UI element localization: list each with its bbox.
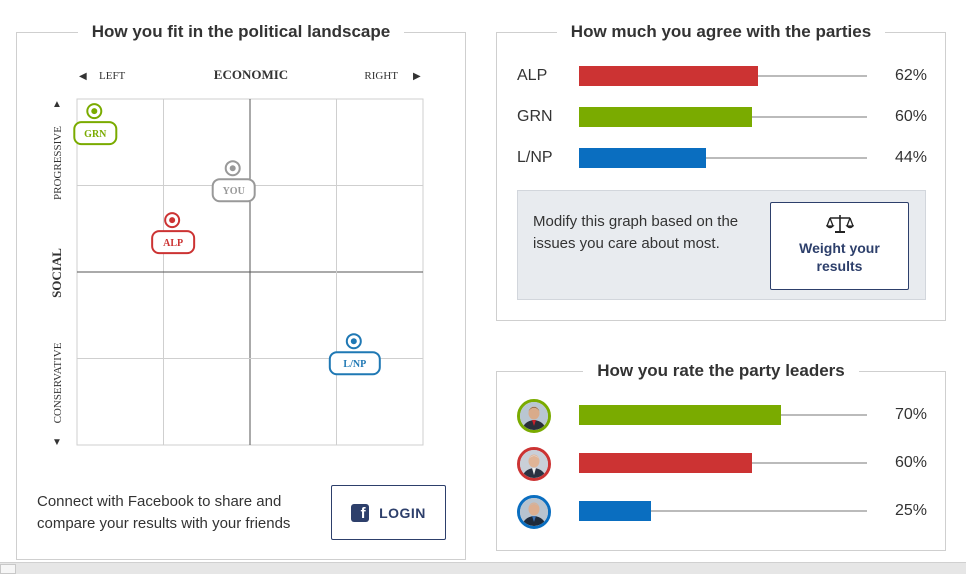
marker-label: L/NP xyxy=(343,359,366,370)
leader-row-1: 70% xyxy=(517,399,927,433)
marker-badge xyxy=(328,351,381,376)
agreement-bar xyxy=(579,107,752,127)
agreement-row-grn: GRN 60% xyxy=(517,107,927,127)
party-name: GRN xyxy=(517,108,553,125)
marker-dot-center xyxy=(91,108,98,115)
agreement-percent: 60% xyxy=(894,108,927,125)
leader-avatar xyxy=(517,495,551,529)
compass-marker-you: YOU xyxy=(211,160,256,203)
party-agreement-panel: How much you agree with the parties ALP … xyxy=(496,22,946,321)
axis-social-label: SOCIAL xyxy=(49,248,64,298)
facebook-connect-text: Connect with Facebook to share and compa… xyxy=(37,493,291,532)
leader-rating-bar xyxy=(579,453,752,473)
weight-button-line1: Weight your xyxy=(799,240,880,256)
weight-results-button[interactable]: Weight your results xyxy=(770,202,909,290)
leader-avatar xyxy=(517,447,551,481)
agreement-percent: 44% xyxy=(894,149,927,166)
compass-marker-alp: ALP xyxy=(151,212,196,255)
leader-rating-percent: 25% xyxy=(894,502,927,519)
political-landscape-panel: How you fit in the political landscape ◀… xyxy=(16,22,466,560)
facebook-icon: f xyxy=(351,503,370,522)
login-label: LOGIN xyxy=(379,504,426,521)
leader-rating-bar xyxy=(579,501,651,521)
axis-left-arrow-icon: ◀ xyxy=(79,71,87,82)
marker-badge xyxy=(73,121,118,146)
leader-rating-percent: 60% xyxy=(894,454,927,471)
agreement-row-lnp: L/NP 44% xyxy=(517,148,927,168)
facebook-login-button[interactable]: f LOGIN xyxy=(331,485,446,540)
bar-track xyxy=(579,510,867,512)
agreement-bar xyxy=(579,148,706,168)
leader-avatar xyxy=(517,399,551,433)
agreement-row-alp: ALP 62% xyxy=(517,66,927,86)
marker-label: ALP xyxy=(163,238,183,249)
political-compass-chart: ◀ LEFT ECONOMIC RIGHT ▶ ▲ PROGRESSIVE SO… xyxy=(49,67,424,448)
modify-graph-box: Modify this graph based on the issues yo… xyxy=(517,190,926,300)
party-name: L/NP xyxy=(517,149,553,166)
marker-badge xyxy=(211,178,256,203)
weight-button-line2: results xyxy=(816,258,863,274)
leader-row-3: 25% xyxy=(517,495,927,529)
axis-conservative-label: CONSERVATIVE xyxy=(52,342,64,423)
axis-left-label: LEFT xyxy=(99,70,126,82)
axis-down-arrow-icon: ▼ xyxy=(52,437,62,448)
axis-right-label: RIGHT xyxy=(364,70,398,82)
compass-grid xyxy=(76,98,424,446)
leader-row-2: 60% xyxy=(517,447,927,481)
party-name: ALP xyxy=(517,67,548,84)
compass-marker-lnp: L/NP xyxy=(328,333,381,376)
horizontal-scrollbar[interactable] xyxy=(0,562,966,574)
compass-marker-grn: GRN xyxy=(73,103,118,146)
leaders-title: How you rate the party leaders xyxy=(583,361,859,380)
agreement-percent: 62% xyxy=(894,67,927,84)
leader-rating-bar xyxy=(579,405,781,425)
marker-dot-center xyxy=(350,338,357,345)
axis-up-arrow-icon: ▲ xyxy=(52,99,62,110)
bar-track xyxy=(579,157,867,159)
leader-rating-percent: 70% xyxy=(894,406,927,423)
landscape-title: How you fit in the political landscape xyxy=(77,22,405,41)
marker-dot-center xyxy=(229,165,236,172)
axis-economic-label: ECONOMIC xyxy=(214,67,288,82)
modify-graph-text: Modify this graph based on the issues yo… xyxy=(533,213,739,252)
axis-right-arrow-icon: ▶ xyxy=(413,71,421,82)
marker-label: YOU xyxy=(223,186,245,197)
scales-icon xyxy=(825,215,854,233)
marker-badge xyxy=(151,230,196,255)
agreement-title: How much you agree with the parties xyxy=(556,22,886,41)
scrollbar-thumb[interactable] xyxy=(0,564,16,574)
axis-progressive-label: PROGRESSIVE xyxy=(52,126,64,200)
marker-label: GRN xyxy=(84,129,107,140)
marker-dot-center xyxy=(169,217,176,224)
party-leaders-panel: How you rate the party leaders 70% 60% 2… xyxy=(496,361,946,551)
compass-markers: GRN YOU ALP L/NP xyxy=(73,103,381,376)
agreement-bar xyxy=(579,66,758,86)
